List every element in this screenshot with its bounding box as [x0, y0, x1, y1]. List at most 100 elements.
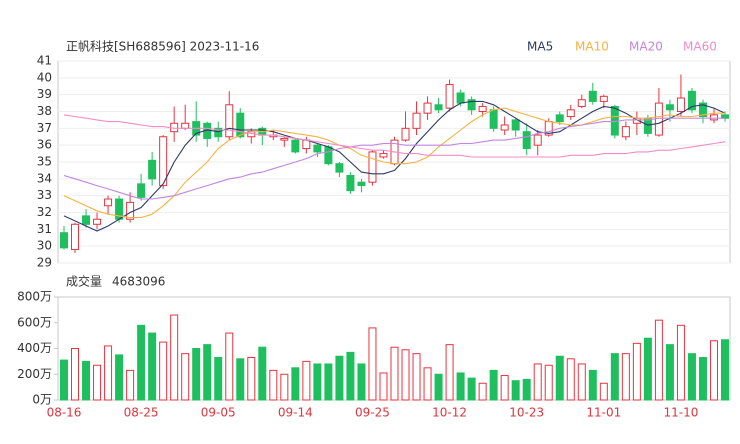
candle-body — [181, 122, 190, 129]
volume-bar — [313, 363, 322, 401]
volume-bar — [324, 363, 333, 401]
volume-tick-label: 400万 — [17, 341, 52, 355]
volume-bar — [280, 373, 289, 401]
volume-bar — [291, 367, 300, 401]
x-tick-label: 11-10 — [663, 406, 698, 420]
volume-bar — [236, 358, 245, 401]
volume-bar — [379, 372, 388, 401]
x-tick-label: 11-01 — [586, 406, 621, 420]
x-tick-label: 09-05 — [201, 406, 236, 420]
volume-bar — [555, 355, 564, 401]
volume-bar — [357, 363, 366, 401]
candle-body — [687, 90, 696, 111]
volume-bar — [621, 353, 630, 401]
volume-tick-label: 600万 — [17, 315, 52, 329]
candle-body — [533, 134, 542, 146]
ma-line — [63, 114, 726, 158]
candle-body — [412, 112, 421, 129]
candle-body — [434, 104, 443, 111]
candle-body — [401, 127, 410, 141]
volume-bar — [467, 377, 476, 401]
volume-bar — [544, 364, 553, 401]
y-tick-label: 33 — [37, 188, 52, 202]
legend-label: MA60 — [683, 40, 717, 54]
volume-bar — [181, 353, 190, 401]
ma-line — [63, 117, 725, 200]
volume-bar — [192, 348, 201, 401]
volume-bar — [412, 353, 421, 401]
volume-bar — [126, 369, 135, 401]
volume-bar — [489, 369, 498, 401]
x-tick-label: 09-14 — [278, 406, 313, 420]
candle-body — [456, 92, 465, 104]
y-tick-label: 30 — [37, 239, 52, 253]
candle-body — [335, 163, 344, 173]
volume-bar — [159, 341, 168, 401]
candle-body — [280, 137, 289, 141]
volume-bar — [60, 359, 68, 401]
candle-body — [676, 97, 685, 112]
volume-title: 成交量 — [66, 274, 102, 289]
volume-bar — [203, 344, 212, 401]
ma-line — [63, 100, 726, 232]
candle-body — [82, 215, 91, 225]
volume-bar — [148, 332, 157, 401]
volume-bar — [71, 348, 80, 401]
volume-bar — [214, 357, 223, 401]
volume-tick-label: 800万 — [17, 290, 52, 304]
volume-bar — [390, 346, 399, 401]
volume-latest: 4683096 — [112, 275, 165, 289]
candle-body — [357, 181, 366, 187]
x-tick-label: 10-23 — [509, 406, 544, 420]
x-tick-label: 09-25 — [355, 406, 390, 420]
volume-bar — [225, 332, 234, 401]
candle-body — [522, 131, 531, 150]
volume-bar — [82, 360, 91, 401]
volume-bar — [665, 344, 674, 401]
volume-bar — [511, 380, 520, 401]
volume-bar — [335, 355, 344, 401]
y-tick-label: 31 — [37, 222, 52, 236]
legend-label: MA10 — [575, 40, 609, 54]
y-tick-label: 41 — [37, 54, 52, 68]
volume-bar — [632, 342, 641, 401]
candle-body — [346, 174, 355, 192]
candle-body — [599, 95, 608, 102]
volume-bar — [170, 314, 179, 401]
volume-bar — [93, 364, 102, 401]
y-tick-label: 34 — [37, 171, 52, 185]
volume-bar — [368, 327, 377, 401]
chart-title: 正帆科技[SH688596] 2023-11-16 — [66, 39, 259, 54]
candle-body — [709, 114, 718, 121]
volume-bar — [533, 363, 542, 401]
y-tick-label: 37 — [37, 121, 52, 135]
y-tick-label: 36 — [37, 138, 52, 152]
volume-bar — [643, 337, 652, 401]
candle-body — [60, 232, 68, 249]
candle-body — [467, 99, 476, 111]
candle-body — [478, 105, 487, 112]
candle-body — [500, 124, 509, 131]
volume-bar — [104, 345, 113, 401]
y-tick-label: 35 — [37, 155, 52, 169]
candle-body — [445, 84, 454, 109]
candle-body — [511, 119, 520, 131]
volume-bar — [500, 375, 509, 401]
volume-bar — [258, 346, 267, 401]
y-tick-label: 32 — [37, 205, 52, 219]
candle-body — [423, 102, 432, 114]
candle-body — [621, 126, 630, 138]
candle-body — [148, 159, 157, 180]
candle-body — [71, 223, 80, 251]
candle-body — [588, 90, 597, 102]
candle-body — [313, 144, 322, 153]
legend-label: MA20 — [629, 40, 663, 54]
y-tick-label: 40 — [37, 70, 52, 84]
y-tick-label: 38 — [37, 104, 52, 118]
volume-bar — [599, 382, 608, 401]
volume-tick-label: 200万 — [17, 367, 52, 381]
volume-bar — [676, 324, 685, 401]
volume-bar — [577, 363, 586, 401]
candle-body — [324, 146, 333, 165]
candle-body — [577, 99, 586, 107]
